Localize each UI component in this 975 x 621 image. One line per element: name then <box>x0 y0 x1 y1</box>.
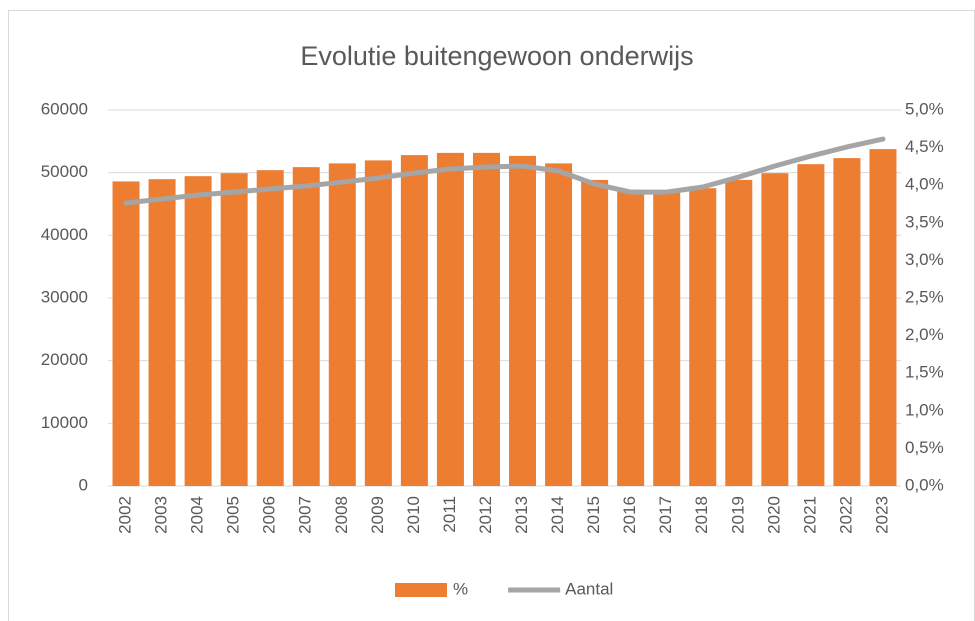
y-tick-label: 40000 <box>41 225 88 244</box>
bar <box>545 163 573 486</box>
bar <box>509 155 537 486</box>
y2-tick-label: 4,5% <box>905 137 944 156</box>
bar <box>292 167 320 487</box>
chart-title: Evolutie buitengewoon onderwijs <box>300 41 693 71</box>
legend-label: Aantal <box>565 579 613 598</box>
x-tick-label: 2016 <box>620 496 639 534</box>
bar <box>364 160 392 486</box>
x-tick-label: 2005 <box>224 496 243 534</box>
x-tick-label: 2020 <box>764 496 783 534</box>
bar <box>328 163 356 486</box>
x-tick-label: 2004 <box>188 496 207 534</box>
x-tick-label: 2019 <box>728 496 747 534</box>
bar <box>761 173 789 486</box>
y-tick-label: 20000 <box>41 350 88 369</box>
x-tick-label: 2010 <box>404 496 423 534</box>
x-tick-label: 2011 <box>440 496 459 533</box>
y2-tick-label: 0,0% <box>905 475 944 494</box>
legend-swatch <box>395 583 447 597</box>
y2-tick-label: 2,5% <box>905 287 944 306</box>
y-tick-label: 30000 <box>41 287 88 306</box>
bar <box>797 164 825 487</box>
x-tick-label: 2009 <box>368 496 387 534</box>
bar <box>436 152 464 486</box>
x-tick-label: 2015 <box>584 496 603 534</box>
bar <box>725 179 753 486</box>
x-tick-label: 2021 <box>800 496 819 534</box>
bar <box>869 149 897 486</box>
bar <box>220 173 248 486</box>
bar <box>148 179 176 486</box>
x-tick-label: 2006 <box>260 496 279 534</box>
y2-tick-label: 5,0% <box>905 99 944 118</box>
bar <box>581 179 609 486</box>
x-tick-label: 2023 <box>872 496 891 534</box>
x-tick-label: 2013 <box>512 496 531 534</box>
bar <box>472 152 500 486</box>
y2-tick-label: 3,5% <box>905 212 944 231</box>
y2-tick-label: 3,0% <box>905 250 944 269</box>
x-tick-label: 2002 <box>116 496 135 534</box>
bar <box>653 191 681 486</box>
x-tick-label: 2017 <box>656 496 675 534</box>
bar <box>617 189 645 486</box>
x-tick-label: 2022 <box>836 496 855 534</box>
y-tick-label: 60000 <box>41 99 88 118</box>
y2-tick-label: 2,0% <box>905 325 944 344</box>
y-tick-label: 50000 <box>41 162 88 181</box>
bar <box>689 188 717 486</box>
x-tick-label: 2012 <box>476 496 495 534</box>
x-tick-label: 2007 <box>296 496 315 534</box>
x-tick-label: 2014 <box>548 496 567 534</box>
y-tick-label: 10000 <box>41 413 88 432</box>
x-tick-label: 2008 <box>332 496 351 534</box>
x-tick-label: 2003 <box>152 496 171 534</box>
y2-tick-label: 4,0% <box>905 175 944 194</box>
bar <box>112 181 140 486</box>
bar <box>400 155 428 486</box>
x-tick-label: 2018 <box>692 496 711 534</box>
bar <box>833 158 861 487</box>
y2-tick-label: 0,5% <box>905 438 944 457</box>
y2-tick-label: 1,0% <box>905 400 944 419</box>
line <box>123 136 886 206</box>
y2-tick-label: 1,5% <box>905 363 944 382</box>
bar <box>256 170 284 486</box>
legend-label: % <box>453 579 468 598</box>
y-tick-label: 0 <box>79 475 88 494</box>
bar <box>184 176 212 486</box>
